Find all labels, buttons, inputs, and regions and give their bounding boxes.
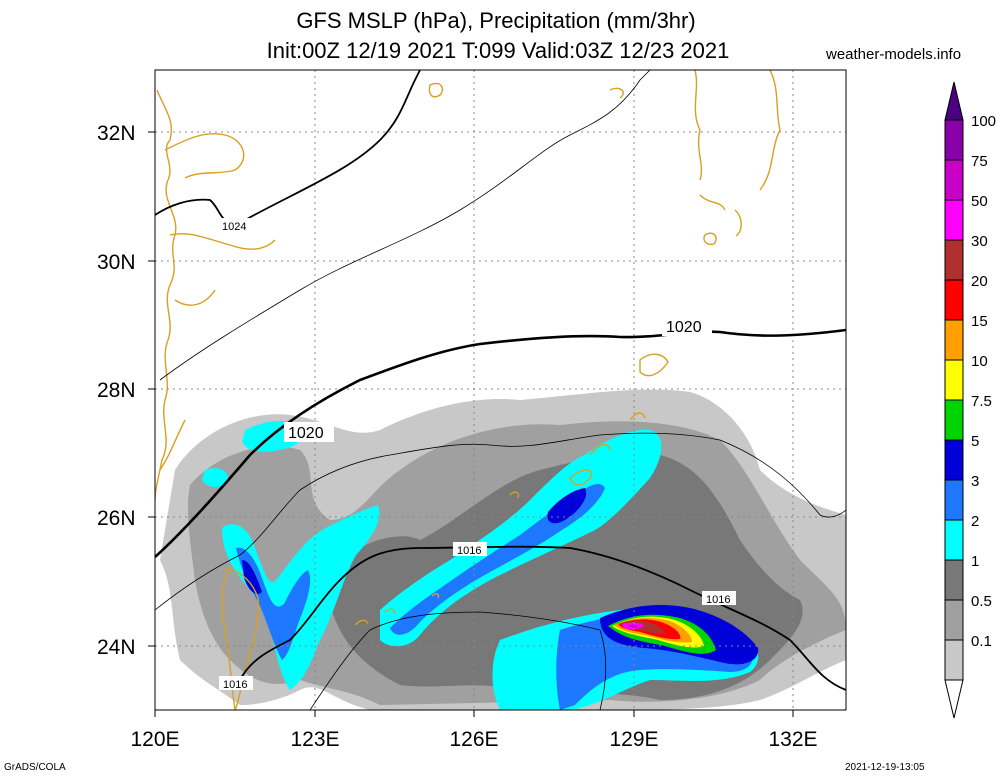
isobar-label: 1016: [706, 594, 730, 606]
site-credit: weather-models.info: [826, 46, 962, 63]
legend-label: 100: [971, 113, 996, 130]
legend-label: 3: [971, 473, 979, 490]
kyushu-coast: [428, 70, 781, 377]
isobar-1020: [155, 328, 846, 558]
lon-label: 126E: [449, 728, 498, 751]
precip-cyan-nw2: [202, 468, 229, 488]
legend-swatch: [944, 519, 964, 561]
ryukyu-islands: [354, 412, 646, 626]
coastlines: [155, 70, 781, 710]
precipitation-field: [160, 389, 846, 710]
footer-software: GrADS/COLA: [4, 762, 66, 773]
legend-swatch: [944, 479, 964, 521]
lon-label: 132E: [768, 728, 817, 751]
precip-75: [628, 624, 638, 629]
legend-swatch: [944, 559, 964, 601]
legend-label: 15: [971, 313, 988, 330]
legend-bottom-arrow: [944, 679, 964, 719]
lon-label: 129E: [609, 728, 658, 751]
precip-3b: [547, 488, 587, 524]
legend-swatch: [944, 639, 964, 681]
china-coast-detail: [159, 133, 276, 471]
legend-swatch: [944, 279, 964, 321]
precip-3c: [242, 560, 262, 595]
legend-label: 5: [971, 433, 979, 450]
legend-label: 1: [971, 553, 979, 570]
color-legend: 100 75 50 30 20 15 10 7.5 5 3 2 1 0.5 0.1: [944, 81, 996, 719]
legend-label: 0.1: [971, 633, 992, 650]
isobar-label: 1016: [457, 545, 481, 557]
lon-labels: 120E 123E 126E 129E 132E: [130, 728, 817, 751]
legend-swatch: [944, 359, 964, 401]
lat-label: 32N: [97, 122, 136, 145]
legend-label: 2: [971, 513, 979, 530]
isobar-label: 1020: [666, 319, 702, 336]
lat-label: 24N: [97, 636, 136, 659]
isobar-label: 1016: [223, 679, 247, 691]
isobar-1018: [155, 432, 846, 611]
lat-label: 30N: [97, 251, 136, 274]
legend-swatch: [944, 319, 964, 361]
lat-label: 28N: [97, 379, 136, 402]
legend-swatch: [944, 439, 964, 481]
legend-label: 7.5: [971, 393, 992, 410]
isobar-1016b: [309, 611, 607, 710]
isobar-1024: [155, 70, 421, 224]
legend-label: 30: [971, 233, 988, 250]
lon-label: 120E: [130, 728, 179, 751]
legend-swatch: [944, 119, 964, 161]
legend-label: 75: [971, 153, 988, 170]
legend-swatch: [944, 239, 964, 281]
legend-swatch: [944, 199, 964, 241]
isobar-label: 1024: [222, 221, 246, 233]
lat-label: 26N: [97, 507, 136, 530]
ticks: [148, 131, 794, 717]
legend-top-arrow: [944, 81, 964, 121]
lat-labels: 32N 30N 28N 26N 24N: [97, 122, 136, 659]
legend-label: 0.5: [971, 593, 992, 610]
legend-label: 20: [971, 273, 988, 290]
legend-swatch: [944, 159, 964, 201]
legend-swatch: [944, 399, 964, 441]
chart-title: GFS MSLP (hPa), Precipitation (mm/3hr): [296, 8, 696, 33]
chart-subtitle: Init:00Z 12/19 2021 T:099 Valid:03Z 12/2…: [266, 38, 730, 63]
legend-swatch: [944, 599, 964, 641]
lon-label: 123E: [290, 728, 339, 751]
isobar-label: 1020: [288, 425, 324, 442]
china-coast: [155, 89, 177, 501]
isobars: [155, 70, 846, 710]
isobar-1016: [239, 545, 846, 691]
legend-label: 10: [971, 353, 988, 370]
legend-label: 50: [971, 193, 988, 210]
isobar-1022: [159, 70, 651, 381]
taiwan: [221, 567, 260, 710]
graticule: [155, 70, 846, 710]
isobar-labels: 1024 1020 1020 1016 1016 1016: [218, 218, 736, 691]
footer-timestamp: 2021-12-19-13:05: [845, 762, 925, 773]
map-frame: [154, 69, 847, 711]
